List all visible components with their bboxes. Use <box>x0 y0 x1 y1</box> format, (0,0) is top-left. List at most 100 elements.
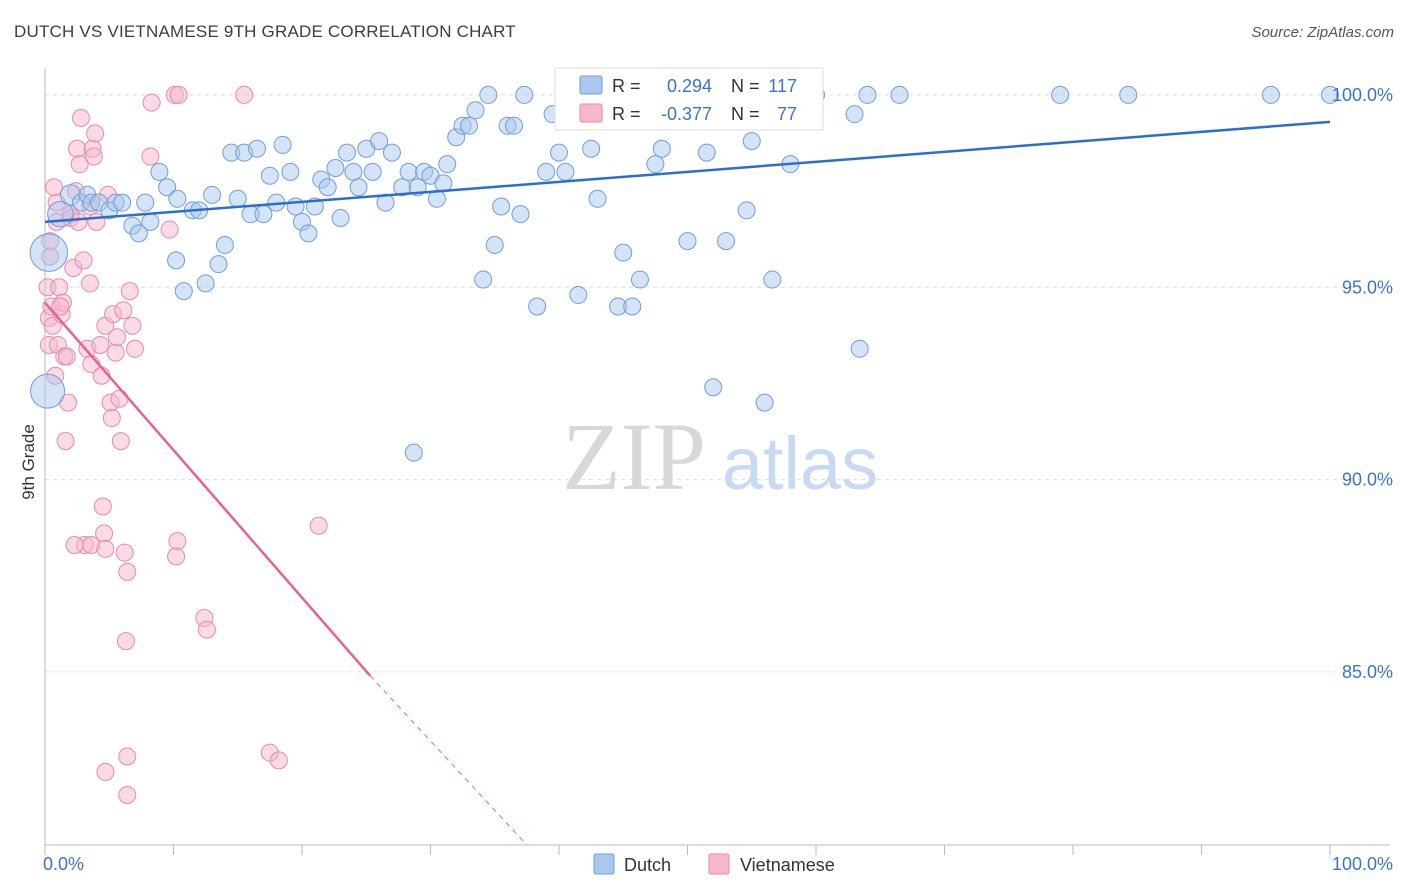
correlation-legend: R = R = 0.294 -0.377 N = N = 117 77 <box>554 67 824 131</box>
dutch-point <box>215 235 234 254</box>
dutch-point <box>569 285 588 304</box>
vietnamese-point <box>116 632 135 651</box>
dutch-point <box>167 251 186 270</box>
dutch-point <box>485 235 504 254</box>
vietnamese-point <box>114 301 133 320</box>
vietnamese-point <box>160 220 179 239</box>
dutch-point <box>150 162 169 181</box>
dutch-point <box>858 85 877 104</box>
dutch-point <box>203 185 222 204</box>
dutch-point <box>1051 85 1070 104</box>
series-legend: Dutch Vietnamese <box>593 853 835 875</box>
vietnamese-point <box>115 543 134 562</box>
vietnamese-point <box>57 347 76 366</box>
vietnamese-point <box>269 751 288 770</box>
dutch-point <box>30 373 66 409</box>
legend-n-value-vietnamese: 77 <box>777 104 797 124</box>
vietnamese-point <box>120 282 139 301</box>
dutch-point <box>404 443 423 462</box>
legend-n-label: N = <box>731 104 760 124</box>
dutch-point <box>260 166 279 185</box>
legend-r-value-vietnamese: -0.377 <box>661 104 712 124</box>
dutch-point <box>174 282 193 301</box>
y-tick-label: 100.0% <box>1332 85 1393 105</box>
vietnamese-point <box>65 535 84 554</box>
vietnamese-point <box>102 409 121 428</box>
dutch-point <box>537 162 556 181</box>
dutch-point <box>136 193 155 212</box>
vietnamese-point <box>71 109 90 128</box>
dutch-point <box>363 162 382 181</box>
vietnamese-trend-extension <box>369 675 528 846</box>
dutch-point <box>1261 85 1280 104</box>
grid-lines <box>45 94 1360 673</box>
legend-n-value-dutch: 117 <box>768 76 797 96</box>
vietnamese-point <box>93 497 112 516</box>
vietnamese-point <box>111 432 130 451</box>
dutch-point <box>460 116 479 135</box>
y-axis-label: 9th Grade <box>19 424 38 500</box>
dutch-point <box>492 197 511 216</box>
legend-n-label: N = <box>731 76 760 96</box>
dutch-point <box>318 178 337 197</box>
dutch-point <box>678 232 697 251</box>
vietnamese-point <box>96 762 115 781</box>
dutch-point <box>29 233 69 272</box>
dutch-point <box>331 209 350 228</box>
dutch-point <box>349 178 368 197</box>
vietnamese-point <box>197 620 216 639</box>
dutch-point <box>248 139 267 158</box>
dutch-point <box>652 139 671 158</box>
vietnamese-trend-line <box>44 301 372 677</box>
dutch-point <box>196 274 215 293</box>
dutch-trend-line <box>44 120 1331 224</box>
dutch-point <box>742 132 761 151</box>
legend-swatch-dutch <box>579 75 603 95</box>
dutch-point <box>382 143 401 162</box>
legend-label-vietnamese: Vietnamese <box>740 855 835 875</box>
legend-r-label: R = <box>612 104 641 124</box>
vietnamese-point <box>167 547 186 566</box>
vietnamese-point <box>56 432 75 451</box>
dutch-point <box>515 85 534 104</box>
legend-swatch-dutch <box>593 853 615 875</box>
vietnamese-point <box>74 251 93 270</box>
dutch-point <box>890 85 909 104</box>
vietnamese-point <box>95 524 114 543</box>
dutch-point <box>209 255 228 274</box>
dutch-point <box>511 205 530 224</box>
vietnamese-point <box>44 178 63 197</box>
dutch-point <box>479 85 498 104</box>
x-tick-label: 0.0% <box>43 854 84 874</box>
chart-title: DUTCH VS VIETNAMESE 9TH GRADE CORRELATIO… <box>14 22 516 41</box>
vietnamese-point <box>235 85 254 104</box>
vietnamese-point <box>309 516 328 535</box>
dutch-point <box>755 393 774 412</box>
vietnamese-point <box>51 297 70 316</box>
vietnamese-point <box>168 532 187 551</box>
trend-lines <box>44 120 1331 846</box>
vietnamese-point <box>106 343 125 362</box>
y-tick-label: 85.0% <box>1342 662 1393 682</box>
vietnamese-point <box>84 147 103 166</box>
dutch-point <box>344 162 363 181</box>
vietnamese-point <box>118 785 137 804</box>
dutch-point <box>550 143 568 162</box>
vietnamese-point <box>70 155 89 174</box>
dutch-points <box>29 85 1339 462</box>
dutch-point <box>399 162 418 181</box>
legend-r-value-dutch: 0.294 <box>667 76 712 96</box>
dutch-point <box>158 178 177 197</box>
axes <box>44 68 1390 855</box>
dutch-point <box>505 116 524 135</box>
dutch-point <box>717 232 736 251</box>
tick-labels: 100.0% 95.0% 90.0% 85.0% 0.0% 100.0% <box>43 85 1393 874</box>
dutch-point <box>850 339 869 358</box>
watermark: ZIP atlas <box>562 403 878 510</box>
vietnamese-point <box>118 747 137 766</box>
dutch-point <box>763 270 782 289</box>
x-tick-label: 100.0% <box>1332 854 1393 874</box>
y-tick-label: 90.0% <box>1342 470 1393 490</box>
vietnamese-point <box>141 147 160 166</box>
dutch-point <box>582 139 601 158</box>
